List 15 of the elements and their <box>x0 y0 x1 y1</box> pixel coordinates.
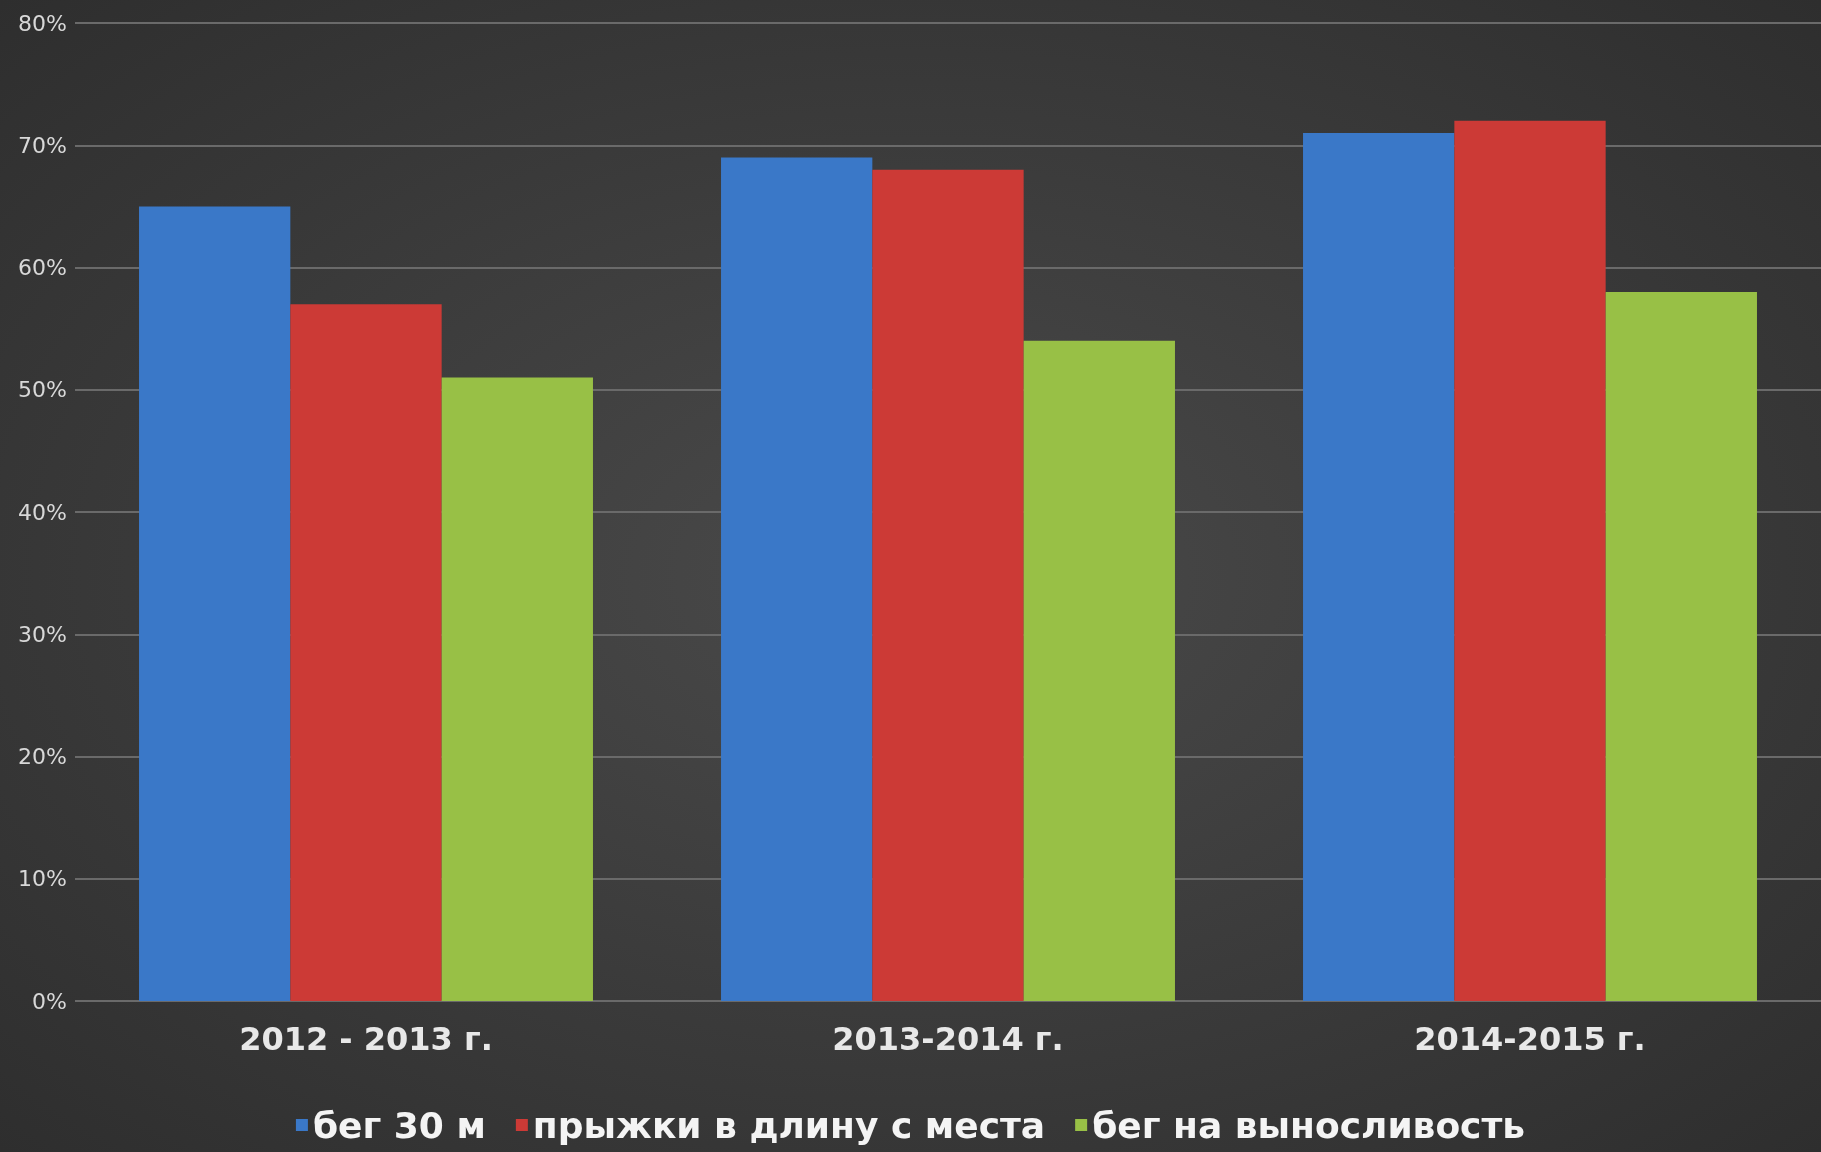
y-tick-label: 40% <box>18 499 67 525</box>
y-tick-label: 20% <box>18 744 67 769</box>
legend-label: прыжки в длину с места <box>532 1104 1046 1146</box>
x-tick-label: 2014-2015 г. <box>1414 1020 1646 1058</box>
x-tick-label: 2013-2014 г. <box>832 1020 1064 1058</box>
legend-label: бег на выносливость <box>1092 1104 1526 1146</box>
y-tick-label: 30% <box>18 621 67 647</box>
x-tick-label: 2012 - 2013 г. <box>239 1020 493 1058</box>
y-tick-label: 10% <box>18 866 67 892</box>
y-tick-label: 80% <box>18 10 67 36</box>
y-tick-label: 60% <box>18 255 67 280</box>
y-tick-label: 50% <box>18 377 67 403</box>
legend-label: бег 30 м <box>312 1104 486 1146</box>
y-tick-label: 0% <box>32 988 67 1014</box>
y-tick-label: 70% <box>18 132 67 158</box>
